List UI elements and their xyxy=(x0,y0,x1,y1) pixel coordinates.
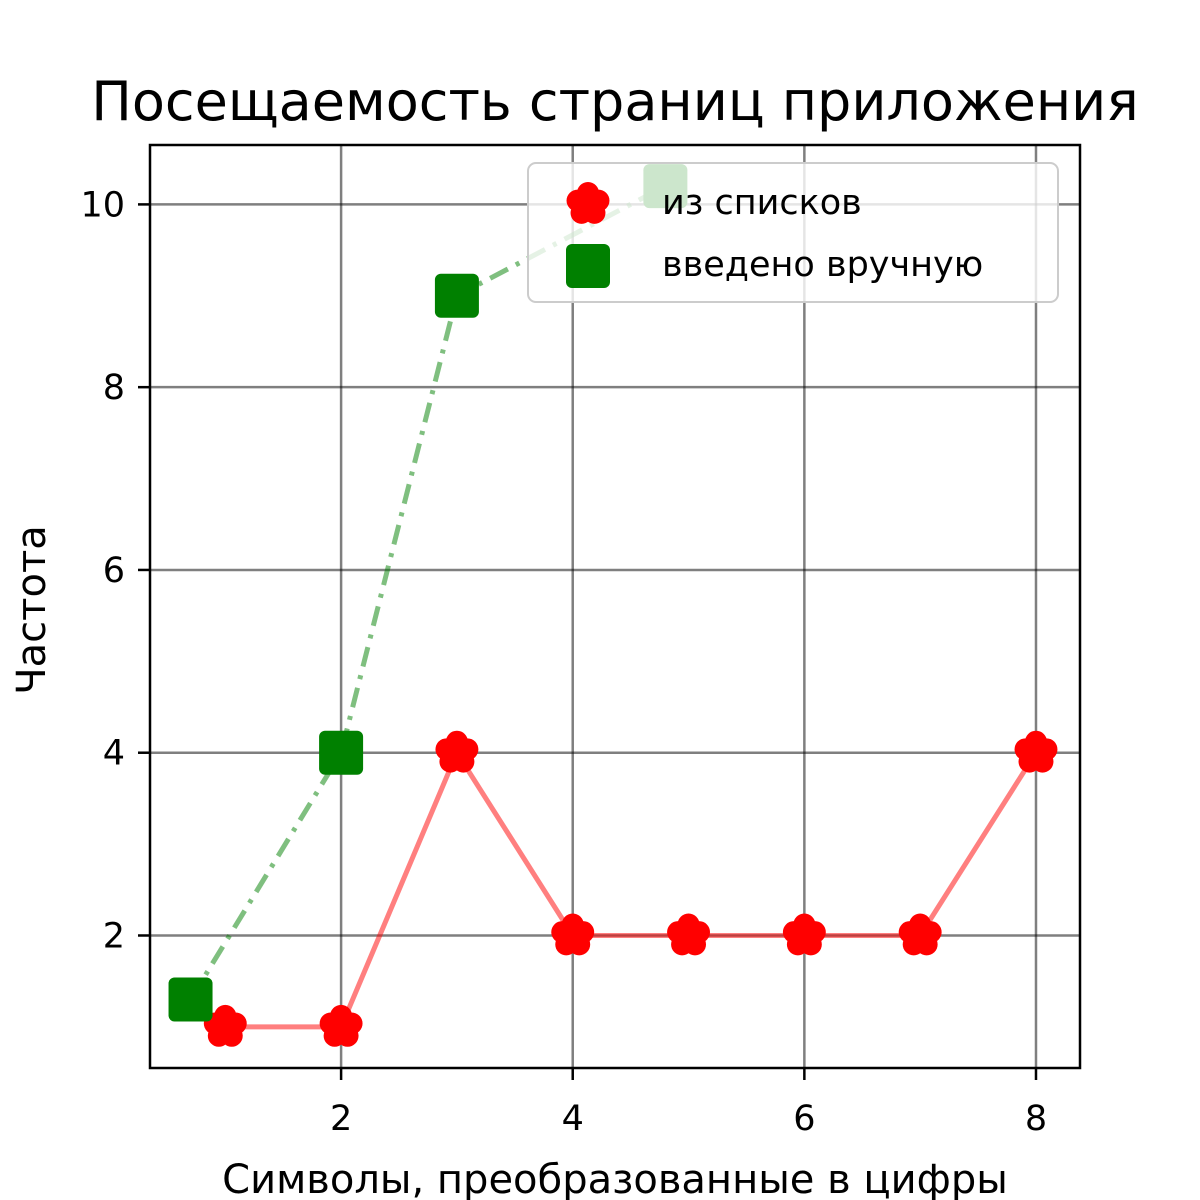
marker-center xyxy=(576,192,600,216)
series-1 xyxy=(203,730,1058,1047)
y-axis-label: Частота xyxy=(9,525,55,695)
legend-label-entered-manually: введено вручную xyxy=(662,245,983,285)
marker-center xyxy=(213,1014,238,1039)
y-tick-label: 2 xyxy=(103,916,125,956)
chart-title: Посещаемость страниц приложения xyxy=(91,70,1138,133)
marker-center xyxy=(792,923,817,948)
ticks: 2 4 6 8 2 4 6 8 10 xyxy=(80,185,1047,1139)
legend-marker-entered-manually xyxy=(566,244,610,288)
marker-center xyxy=(908,923,933,948)
y-tick-label: 10 xyxy=(80,185,125,225)
series-layer xyxy=(168,164,1058,1047)
marker-center xyxy=(329,1014,354,1039)
legend-marker-shape xyxy=(566,182,610,224)
legend-label-from-lists: из списков xyxy=(662,183,862,223)
marker-center xyxy=(1023,740,1048,765)
marker-center xyxy=(560,923,585,948)
y-tick-label: 6 xyxy=(103,551,125,591)
x-tick-label: 8 xyxy=(1025,1099,1047,1139)
data-point xyxy=(898,913,942,956)
series-line xyxy=(188,183,667,1001)
data-point xyxy=(667,913,711,956)
y-tick-label: 8 xyxy=(103,368,125,408)
x-axis-label: Символы, преобразованные в цифры xyxy=(222,1157,1008,1200)
data-point xyxy=(434,273,479,318)
y-tick-label: 4 xyxy=(103,734,125,774)
data-point xyxy=(168,977,213,1022)
data-point xyxy=(551,913,595,956)
marker-center xyxy=(676,923,701,948)
x-tick-label: 4 xyxy=(562,1099,584,1139)
legend-marker-from-lists xyxy=(566,182,610,224)
data-point xyxy=(435,730,479,773)
marker-center xyxy=(444,740,469,765)
legend-marker-shape xyxy=(566,244,610,288)
data-point xyxy=(319,730,364,775)
data-point xyxy=(1014,730,1058,773)
data-point xyxy=(319,1004,363,1047)
legend-box xyxy=(527,162,1059,303)
x-tick-label: 6 xyxy=(793,1099,815,1139)
data-point xyxy=(782,913,826,956)
plot-frame xyxy=(148,143,1082,1070)
x-tick-label: 2 xyxy=(330,1099,352,1139)
legend: из списков введено вручную xyxy=(527,162,1059,303)
